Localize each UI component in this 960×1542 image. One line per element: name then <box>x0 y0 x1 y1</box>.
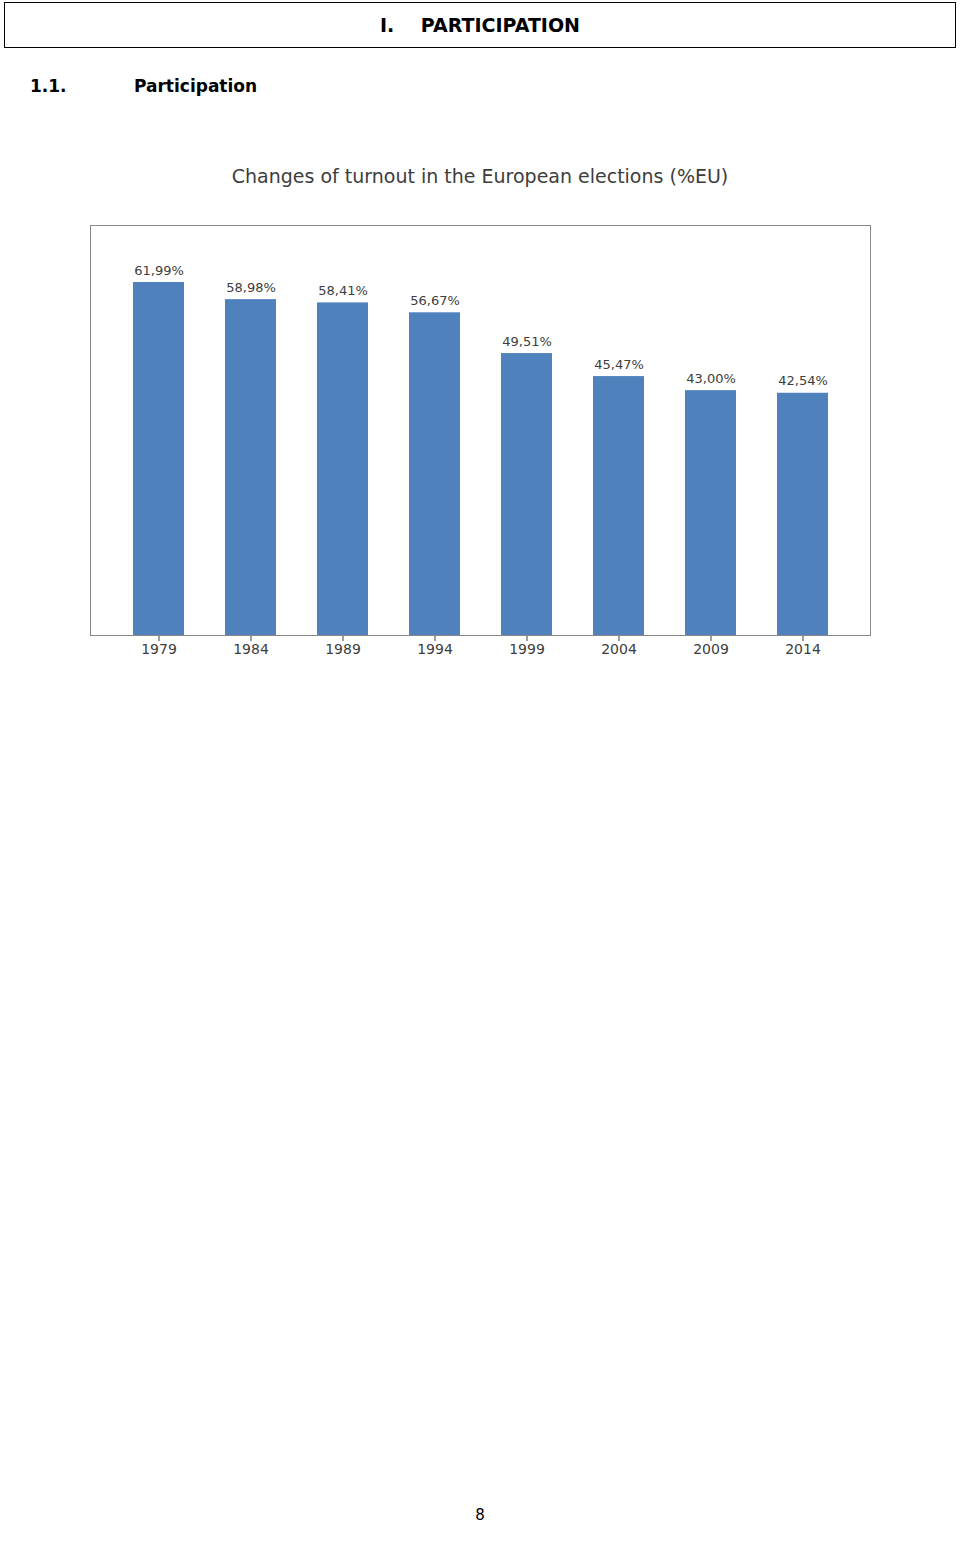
svg-text:49,51%: 49,51% <box>502 334 552 349</box>
svg-text:58,98%: 58,98% <box>226 280 276 295</box>
svg-text:43,00%: 43,00% <box>686 371 736 386</box>
html-text:8: 8 <box>475 1506 485 1524</box>
html-text:1.1.: 1.1. <box>30 76 67 96</box>
svg-text:1989: 1989 <box>325 641 361 657</box>
svg-text:2009: 2009 <box>693 641 729 657</box>
svg-text:1979: 1979 <box>141 641 177 657</box>
html-text:Changes of turnout in the Euro: Changes of turnout in the European elect… <box>231 165 729 187</box>
svg-text:2004: 2004 <box>601 641 637 657</box>
svg-text:45,47%: 45,47% <box>594 357 644 372</box>
svg-text:42,54%: 42,54% <box>778 373 828 388</box>
svg-text:2014: 2014 <box>785 641 821 657</box>
svg-text:58,41%: 58,41% <box>318 283 368 298</box>
svg-text:1984: 1984 <box>233 641 269 657</box>
html-text:I. PARTICIPATION: I. PARTICIPATION <box>380 14 580 36</box>
html-text:Participation: Participation <box>134 76 258 96</box>
svg-text:1999: 1999 <box>509 641 545 657</box>
svg-text:61,99%: 61,99% <box>134 263 184 278</box>
svg-text:1994: 1994 <box>417 641 453 657</box>
svg-text:56,67%: 56,67% <box>410 293 460 308</box>
